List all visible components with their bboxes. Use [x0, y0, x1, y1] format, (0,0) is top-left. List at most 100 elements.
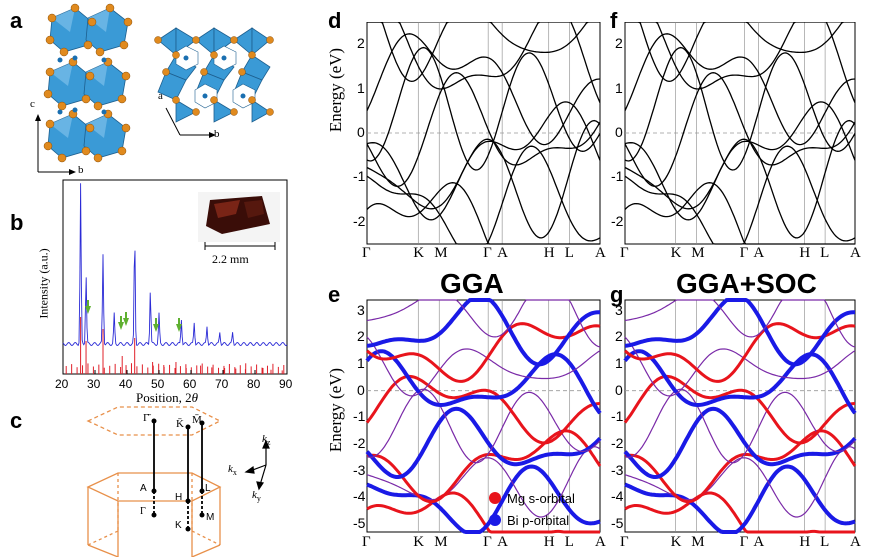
band-line — [623, 349, 857, 415]
xrd-xtick: 40 — [119, 377, 133, 391]
ytick-e: -4 — [353, 488, 366, 505]
ytick-e: 2 — [357, 328, 365, 345]
xrd-xtick: 30 — [87, 377, 101, 391]
ytick-g: 1 — [615, 355, 623, 371]
kpath-label-f: M — [691, 245, 705, 261]
title-gga: GGA — [440, 268, 504, 299]
kpath-label-e: L — [564, 534, 574, 550]
kpath-label-e: A — [595, 534, 606, 550]
legend-label-mg: Mg s-orbital — [507, 491, 575, 506]
kz-letter: k — [262, 433, 267, 445]
kpath-label-d: A — [497, 245, 508, 261]
legend-dot-mg — [489, 492, 501, 504]
kpath-label-d: Γ — [362, 245, 371, 261]
band-line — [366, 299, 601, 348]
kpath-label-g: Γ — [620, 534, 629, 550]
band-line — [366, 388, 601, 464]
band-line — [624, 298, 855, 367]
bands-soc-plain — [624, 22, 856, 245]
bands-soc-projected — [623, 298, 857, 534]
band-line — [624, 72, 856, 187]
band-line — [366, 491, 600, 534]
panel-label-a: a — [10, 8, 23, 33]
kpath-label-d: Γ — [483, 245, 492, 261]
band-line — [366, 72, 601, 187]
kpath-label-g: M — [691, 534, 705, 550]
ylabel-top: Energy (eV) — [326, 47, 345, 133]
k-axes — [244, 439, 270, 491]
xrd-measured-curve — [62, 183, 288, 347]
ky-sub: y — [256, 494, 261, 504]
kpath-label-g: K — [670, 534, 682, 550]
xrd-ylabel: Intensity (a.u.) — [36, 248, 51, 319]
panel-label-e: e — [328, 282, 341, 307]
ytick-g: 3 — [615, 301, 623, 318]
panel-label-c: c — [10, 408, 23, 433]
xrd-xtick: 60 — [183, 377, 197, 391]
kpath-label-f: L — [820, 245, 830, 261]
band-line — [624, 119, 856, 239]
ytick-g: 2 — [615, 328, 623, 345]
k-axis-x: kx — [228, 463, 237, 477]
kpath-label-d: L — [564, 245, 574, 261]
bands-gga-plain — [366, 22, 601, 245]
band-line — [624, 336, 856, 397]
ytick-g: -5 — [611, 515, 624, 531]
kx-sub: x — [232, 468, 237, 478]
band-line — [367, 22, 600, 83]
kpath-label-g: L — [820, 534, 830, 550]
k-axis-y: ky — [252, 489, 261, 503]
bz-point-gamma: Γ — [140, 506, 146, 517]
ytick-d: 2 — [357, 35, 365, 52]
ytick-g: 0 — [615, 381, 623, 398]
xrd-xtick: 70 — [215, 377, 229, 391]
panel-label-g: g — [610, 282, 624, 307]
kpath-label-f: Γ — [739, 245, 749, 261]
band-structure-plots — [365, 22, 857, 534]
band-line — [625, 22, 856, 103]
bz-point-A: A — [140, 483, 147, 494]
axis-label-c: c — [30, 98, 35, 110]
legend-item-mg: Mg s-orbital — [489, 488, 575, 510]
axis-label-b-side: b — [78, 164, 84, 176]
kpath-label-g: A — [753, 534, 765, 550]
kpath-label-d: K — [413, 245, 425, 261]
kpath-label-g: A — [850, 534, 861, 550]
ytick-f: 1 — [615, 79, 623, 96]
kpath-label-d: A — [595, 245, 606, 261]
legend-label-bi: Bi p-orbital — [507, 513, 570, 528]
band-line — [366, 46, 601, 171]
ytick-e: 1 — [357, 355, 365, 371]
band-line — [624, 388, 856, 464]
kpath-label-e: H — [543, 534, 555, 550]
band-line — [367, 22, 601, 103]
xrd-reference-peaks — [65, 317, 285, 374]
crystal-top-view — [154, 27, 274, 138]
kx-letter: k — [228, 463, 233, 475]
kz-sub: z — [266, 438, 271, 448]
xrd-xtick: 20 — [55, 377, 69, 391]
legend-item-bi: Bi p-orbital — [489, 510, 575, 532]
ytick-d: -1 — [353, 168, 366, 185]
ytick-f: -1 — [611, 168, 624, 185]
xrd-xlabel-text: Position, 2 — [136, 390, 192, 405]
ytick-e: -2 — [353, 435, 366, 451]
ytick-g: -1 — [611, 408, 624, 425]
band-line — [366, 336, 601, 397]
ytick-d: 1 — [357, 79, 365, 96]
band-line — [365, 406, 602, 479]
band-line — [366, 445, 601, 518]
kpath-label-g: H — [799, 534, 811, 550]
xrd-impurity-arrows — [85, 300, 182, 332]
band-line — [366, 145, 601, 245]
band-line — [624, 46, 856, 171]
ytick-f: -2 — [611, 212, 624, 229]
xrd-xlabel-theta: θ — [191, 390, 199, 405]
ytick-e: -3 — [353, 461, 366, 478]
bands-gga-projected — [365, 298, 602, 534]
xrd-xlabel: Position, 2θ — [136, 390, 198, 406]
scale-bar-label: 2.2 mm — [212, 252, 249, 266]
ytick-e: 3 — [357, 301, 365, 318]
ky-letter: k — [252, 489, 257, 501]
ytick-e: 0 — [357, 381, 365, 398]
